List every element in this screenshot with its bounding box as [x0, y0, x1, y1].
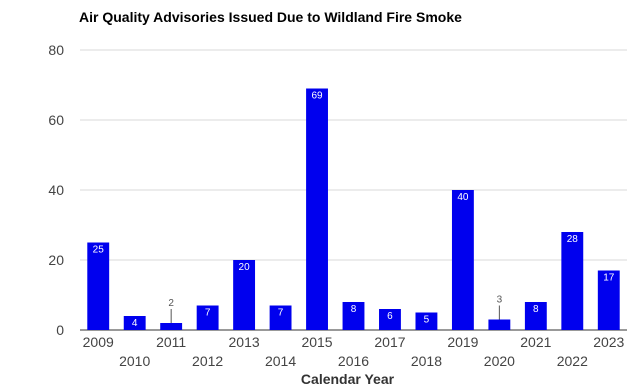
- bar-2014: [269, 305, 292, 330]
- x-tick-label-2009: 2009: [83, 334, 114, 350]
- bar-2015: [306, 88, 328, 330]
- data-label-2016: 8: [351, 304, 357, 315]
- y-tick-label-40: 40: [48, 182, 64, 198]
- data-label-2014: 7: [278, 308, 284, 319]
- bar-2017: [379, 309, 401, 330]
- bar-2013: [233, 260, 256, 330]
- data-label-2017: 6: [387, 311, 393, 322]
- data-label-2020: 3: [497, 295, 503, 306]
- y-tick-label-60: 60: [48, 112, 64, 128]
- data-label-2010: 4: [132, 318, 138, 329]
- x-tick-label-2022: 2022: [557, 353, 588, 369]
- data-label-2012: 7: [205, 308, 211, 319]
- x-tick-label-2019: 2019: [447, 334, 478, 350]
- bar-2021: [524, 302, 547, 330]
- data-label-2015: 69: [311, 91, 323, 102]
- bar-2009: [87, 242, 110, 330]
- bar-2016: [342, 302, 365, 330]
- data-label-2019: 40: [457, 192, 469, 203]
- x-tick-label-2016: 2016: [338, 353, 369, 369]
- x-tick-label-2012: 2012: [192, 353, 223, 369]
- x-tick-label-2021: 2021: [520, 334, 551, 350]
- x-tick-label-2023: 2023: [593, 334, 624, 350]
- y-tick-label-80: 80: [48, 42, 64, 58]
- x-tick-label-2011: 2011: [156, 334, 186, 350]
- bar-2019: [451, 190, 474, 330]
- bar-2012: [196, 305, 219, 330]
- bar-2010: [123, 316, 146, 330]
- x-tick-label-2014: 2014: [265, 353, 296, 369]
- data-label-2021: 8: [533, 304, 539, 315]
- bar-2011: [160, 323, 183, 330]
- chart-title: Air Quality Advisories Issued Due to Wil…: [79, 9, 462, 25]
- x-tick-label-2010: 2010: [119, 353, 150, 369]
- data-label-2023: 17: [603, 273, 615, 284]
- x-tick-label-2017: 2017: [374, 334, 405, 350]
- x-axis-title: Calendar Year: [301, 371, 395, 387]
- data-label-2009: 25: [93, 245, 105, 256]
- bar-2022: [561, 232, 584, 330]
- bar-2020: [488, 319, 511, 330]
- x-tick-label-2013: 2013: [229, 334, 260, 350]
- data-label-2013: 20: [239, 262, 251, 273]
- bar-2018: [415, 312, 438, 330]
- x-tick-label-2015: 2015: [301, 334, 332, 350]
- data-label-2011: 2: [168, 298, 174, 309]
- x-tick-label-2020: 2020: [484, 353, 515, 369]
- x-tick-label-2018: 2018: [411, 353, 442, 369]
- y-tick-label-20: 20: [48, 252, 64, 268]
- y-tick-label-0: 0: [56, 322, 64, 338]
- data-label-2022: 28: [567, 234, 579, 245]
- bar-2023: [597, 270, 620, 330]
- data-label-2018: 5: [424, 315, 430, 326]
